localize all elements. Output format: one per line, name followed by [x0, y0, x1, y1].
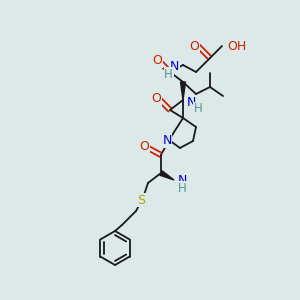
Text: S: S — [137, 194, 145, 206]
Polygon shape — [160, 171, 174, 180]
Text: O: O — [189, 40, 199, 52]
Text: OH: OH — [227, 40, 246, 52]
Text: O: O — [139, 140, 149, 154]
Polygon shape — [181, 82, 185, 100]
Text: H: H — [164, 68, 173, 80]
Text: N: N — [162, 134, 172, 148]
Text: N: N — [169, 61, 179, 74]
Text: H: H — [194, 103, 203, 116]
Text: N: N — [187, 95, 196, 109]
Text: O: O — [152, 55, 162, 68]
Text: O: O — [151, 92, 161, 106]
Text: N: N — [178, 173, 188, 187]
Text: H: H — [178, 182, 187, 194]
